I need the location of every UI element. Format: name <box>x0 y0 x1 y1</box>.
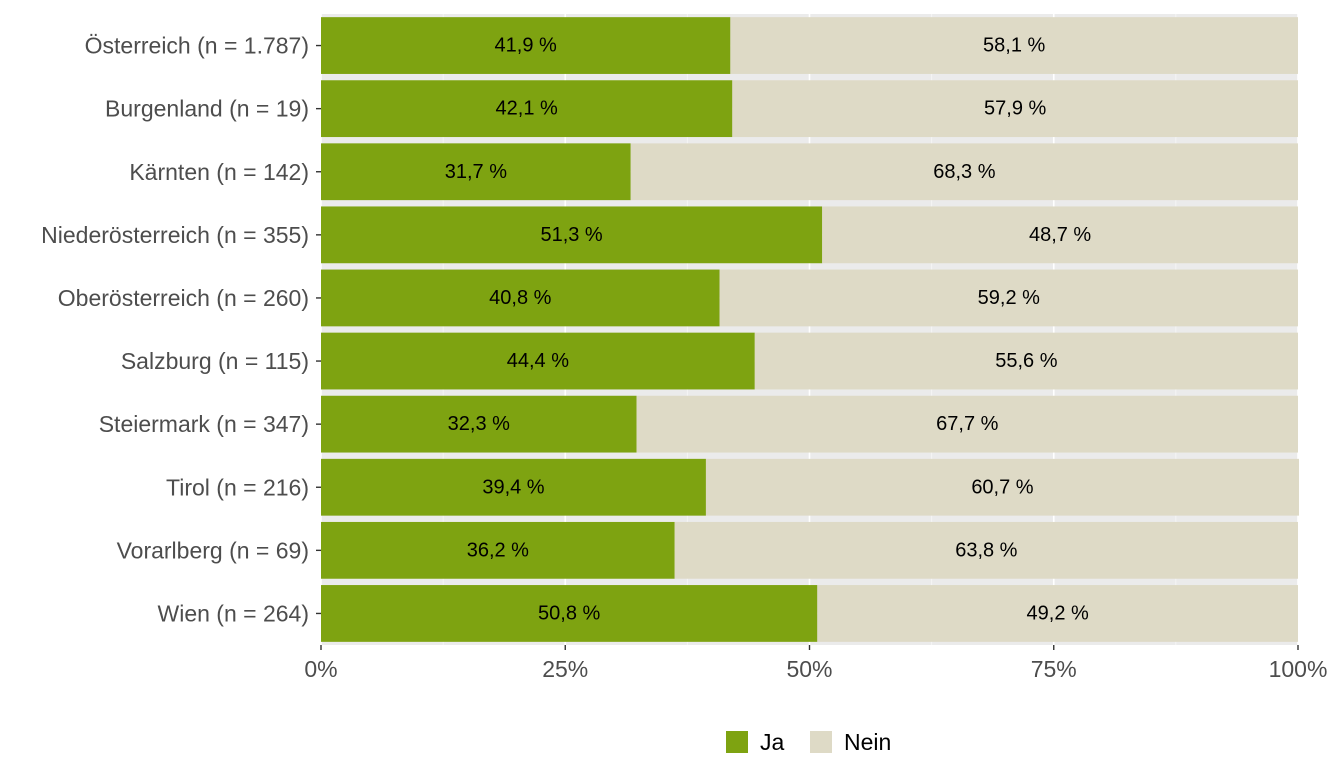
y-tick-label: Vorarlberg (n = 69) <box>117 537 309 563</box>
data-label: 44,4 % <box>507 350 569 372</box>
data-label: 40,8 % <box>489 287 551 309</box>
y-tick-label: Österreich (n = 1.787) <box>85 33 309 59</box>
x-axis: 0% 25% 50% 75% 100% <box>304 645 1327 682</box>
data-label: 36,2 % <box>467 539 529 561</box>
bar-nein-8 <box>674 521 1298 579</box>
data-label: 51,3 % <box>540 224 602 246</box>
data-label: 68,3 % <box>933 161 995 183</box>
bar-ja-5 <box>321 332 755 390</box>
y-tick-label: Oberösterreich (n = 260) <box>58 285 309 311</box>
y-tick-label: Salzburg (n = 115) <box>121 348 309 374</box>
bar-ja-3 <box>321 206 823 264</box>
data-label: 42,1 % <box>496 98 558 120</box>
legend: Ja Nein <box>726 729 891 755</box>
bar-nein-4 <box>719 269 1298 327</box>
legend-key-ja <box>726 731 748 753</box>
y-tick-label: Steiermark (n = 347) <box>99 411 309 437</box>
bar-nein-1 <box>732 80 1298 138</box>
bar-nein-7 <box>705 458 1299 516</box>
bar-ja-9 <box>321 585 818 642</box>
data-label: 39,4 % <box>482 476 544 498</box>
data-label: 49,2 % <box>1027 602 1089 624</box>
legend-key-nein <box>810 731 832 753</box>
bar-nein-3 <box>822 206 1298 264</box>
data-label: 59,2 % <box>978 287 1040 309</box>
bar-ja-6 <box>321 395 637 453</box>
bar-ja-7 <box>321 458 706 516</box>
data-label: 41,9 % <box>495 35 557 57</box>
bar-nein-2 <box>630 143 1298 201</box>
y-axis: Österreich (n = 1.787) Burgenland (n = 19… <box>41 33 321 626</box>
data-label: 57,9 % <box>984 98 1046 120</box>
bars-group <box>321 17 1299 642</box>
x-tick-label: 50% <box>786 656 832 682</box>
data-label: 67,7 % <box>936 413 998 435</box>
x-tick-label: 25% <box>542 656 588 682</box>
bar-ja-4 <box>321 269 720 327</box>
legend-label-nein: Nein <box>844 729 891 755</box>
data-label: 31,7 % <box>445 161 507 183</box>
bar-ja-1 <box>321 80 733 138</box>
bar-nein-6 <box>636 395 1298 453</box>
bar-ja-0 <box>321 17 731 74</box>
bar-ja-2 <box>321 143 631 201</box>
x-tick-label: 0% <box>304 656 337 682</box>
data-label: 50,8 % <box>538 602 600 624</box>
legend-label-ja: Ja <box>760 729 785 755</box>
x-tick-label: 100% <box>1269 656 1328 682</box>
data-label: 58,1 % <box>983 35 1045 57</box>
y-tick-label: Kärnten (n = 142) <box>129 159 309 185</box>
y-tick-label: Wien (n = 264) <box>158 600 310 626</box>
bar-ja-8 <box>321 521 675 579</box>
x-tick-label: 75% <box>1031 656 1077 682</box>
bar-nein-9 <box>817 585 1298 642</box>
y-tick-label: Niederösterreich (n = 355) <box>41 222 309 248</box>
data-label: 55,6 % <box>995 350 1057 372</box>
data-labels-group: 41,9 % 58,1 % 42,1 % 57,9 % 31,7 % 68,3 % 51,3… <box>445 35 1092 625</box>
data-label: 32,3 % <box>448 413 510 435</box>
y-tick-label: Tirol (n = 216) <box>166 474 309 500</box>
data-label: 60,7 % <box>971 476 1033 498</box>
data-label: 63,8 % <box>955 539 1017 561</box>
y-tick-label: Burgenland (n = 19) <box>105 96 309 122</box>
data-label: 48,7 % <box>1029 224 1091 246</box>
bar-nein-5 <box>754 332 1298 390</box>
bar-nein-0 <box>730 17 1298 74</box>
